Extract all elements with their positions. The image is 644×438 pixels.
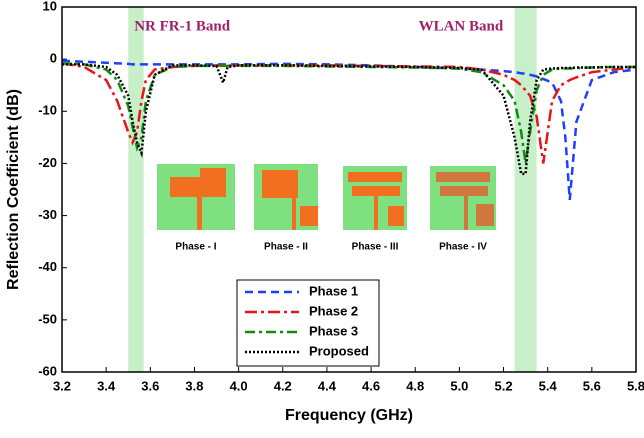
legend-label: Proposed xyxy=(309,343,369,358)
y-tick-label: -10 xyxy=(38,103,57,118)
inset-shape xyxy=(170,177,200,197)
x-tick-label: 3.4 xyxy=(97,378,116,393)
x-tick-label: 5.8 xyxy=(627,378,644,393)
x-axis-title: Frequency (GHz) xyxy=(285,407,413,424)
inset-shape xyxy=(197,197,202,230)
band-label: WLAN Band xyxy=(419,18,504,34)
inset-shape xyxy=(300,206,318,226)
inset-shape xyxy=(292,198,296,230)
inset-shape xyxy=(290,170,298,198)
y-tick-label: -20 xyxy=(38,155,57,170)
x-tick-label: 4.4 xyxy=(318,378,337,393)
x-tick-label: 5.4 xyxy=(539,378,558,393)
x-tick-label: 4.6 xyxy=(362,378,380,393)
inset-label: Phase - III xyxy=(352,242,399,253)
series-line xyxy=(61,62,637,164)
y-tick-label: -50 xyxy=(38,311,57,326)
y-tick-label: -60 xyxy=(38,363,57,378)
insets xyxy=(157,164,496,230)
band xyxy=(514,7,537,372)
plot-frame xyxy=(61,6,637,373)
y-tick-label: 0 xyxy=(50,51,57,66)
x-tick-label: 3.6 xyxy=(141,378,159,393)
x-tick-label: 5.6 xyxy=(583,378,601,393)
inset-shape xyxy=(352,186,400,196)
x-tick-label: 4.2 xyxy=(274,378,292,393)
inset-label: Phase - IV xyxy=(439,242,487,253)
band xyxy=(128,7,144,372)
series-line xyxy=(61,59,637,201)
inset-shape xyxy=(262,170,294,198)
inset-label: Phase - I xyxy=(175,242,216,253)
series-line xyxy=(62,63,636,176)
y-axis-title: Reflection Coefficient (dB) xyxy=(5,89,22,290)
inset-label: Phase - II xyxy=(264,242,308,253)
inset-shape xyxy=(476,204,494,226)
x-tick-label: 4.0 xyxy=(230,378,248,393)
band-label: NR FR-1 Band xyxy=(134,18,231,34)
inset-shape xyxy=(440,186,488,196)
inset-shape xyxy=(436,172,490,182)
legend-label: Phase 1 xyxy=(309,283,358,298)
x-tick-label: 3.8 xyxy=(185,378,203,393)
inset-shape xyxy=(348,172,402,182)
inset-shape xyxy=(464,196,468,230)
series-line xyxy=(61,62,636,164)
y-tick-label: 10 xyxy=(43,0,57,13)
x-tick-label: 5.0 xyxy=(450,378,468,393)
x-tick-label: 5.2 xyxy=(494,378,512,393)
inset-shape xyxy=(374,196,378,230)
legend-label: Phase 3 xyxy=(309,323,358,338)
y-tick-label: -30 xyxy=(38,207,57,222)
legend-box xyxy=(236,279,380,367)
x-tick-label: 3.2 xyxy=(53,378,71,393)
inset-shape xyxy=(388,206,404,226)
legend-label: Phase 2 xyxy=(309,303,358,318)
inset-shape xyxy=(200,168,226,197)
y-tick-label: -40 xyxy=(38,259,57,274)
x-tick-label: 4.8 xyxy=(406,378,424,393)
